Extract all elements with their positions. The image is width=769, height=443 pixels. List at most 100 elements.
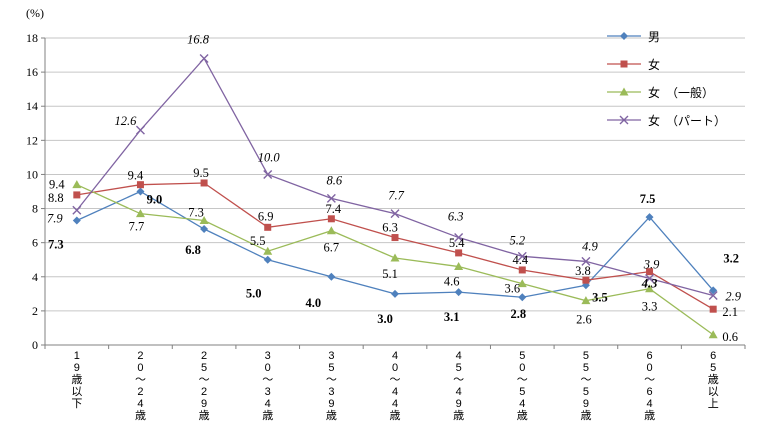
data-label: 9.5 (193, 166, 209, 180)
y-tick-label: 0 (32, 338, 38, 352)
legend-item-0: 男 (606, 22, 726, 50)
data-label: 3.6 (504, 282, 520, 296)
marker-square (646, 268, 654, 276)
legend-label: 男 (648, 29, 661, 44)
chart-legend: 男女女 （一般） 女 （パート） (606, 22, 726, 134)
x-category-label: 3 0 ～ 3 4 歳 (262, 350, 274, 422)
data-label: 8.8 (48, 191, 64, 205)
data-label: 3.3 (642, 300, 658, 314)
marker-diamond (454, 288, 463, 297)
marker-triangle (581, 296, 591, 305)
marker-triangle (326, 226, 336, 235)
data-label: 4.6 (444, 275, 460, 289)
marker-square (200, 179, 208, 187)
data-label: 12.6 (115, 114, 138, 128)
data-label: 9.0 (147, 193, 163, 207)
data-label: 2.6 (576, 313, 592, 327)
data-label: 7.3 (48, 237, 64, 251)
data-label: 7.9 (47, 211, 63, 225)
marker-square (73, 191, 81, 199)
data-label: 3.0 (377, 312, 393, 326)
data-label: 6.8 (185, 243, 201, 257)
x-category-label: 5 0 ～ 5 4 歳 (516, 350, 528, 422)
legend-marker-triangle (607, 87, 641, 96)
marker-diamond (200, 225, 209, 234)
marker-square (264, 223, 272, 231)
data-label: 3.9 (643, 257, 660, 271)
marker-x (263, 169, 273, 179)
legend-item-1: 女 (606, 50, 726, 78)
data-label: 4.3 (641, 277, 658, 291)
data-label: 5.2 (509, 233, 525, 247)
marker-x (454, 233, 464, 243)
marker-triangle (263, 246, 273, 255)
marker-x (199, 53, 209, 63)
y-tick-label: 10 (26, 167, 38, 181)
data-label: 6.3 (448, 210, 464, 224)
y-tick-label: 6 (32, 236, 38, 250)
x-category-label: 3 5 ～ 3 9 歳 (325, 350, 337, 422)
marker-diamond (391, 289, 399, 298)
legend-label: 女 （一般） (648, 85, 715, 100)
marker-x (326, 193, 336, 203)
x-category-label: 4 0 ～ 4 4 歳 (389, 350, 401, 422)
x-category-label: 6 0 ～ 6 4 歳 (644, 350, 656, 422)
data-label: 5.0 (246, 287, 262, 301)
data-label: 3.1 (444, 310, 460, 324)
data-label: 4.4 (512, 253, 528, 267)
marker-triangle (72, 180, 82, 189)
marker-square (518, 266, 526, 274)
series-line-0 (76, 190, 714, 298)
x-category-label: 5 5 ～ 5 9 歳 (580, 350, 592, 422)
marker-square (709, 305, 717, 313)
x-category-label: 2 5 ～ 2 9 歳 (198, 350, 210, 422)
data-label: 7.5 (640, 192, 656, 206)
y-tick-label: 18 (26, 31, 38, 45)
marker-square (455, 249, 463, 257)
data-label: 2.9 (725, 290, 741, 304)
y-tick-label: 12 (26, 133, 38, 147)
y-axis-unit-label: (%) (26, 6, 44, 20)
x-category-label: 2 0 ～ 2 4 歳 (134, 350, 146, 422)
y-tick-label: 2 (32, 304, 38, 318)
data-label: 8.6 (327, 173, 343, 187)
legend-label: 女 (648, 57, 661, 72)
marker-diamond (327, 272, 336, 281)
marker-triangle (645, 284, 655, 293)
marker-square (136, 181, 144, 189)
data-label: 5.5 (250, 234, 266, 248)
marker-square (391, 234, 399, 242)
marker-x (135, 125, 145, 135)
marker-x (72, 205, 82, 215)
marker-diamond (518, 293, 527, 302)
y-tick-label: 14 (26, 99, 38, 113)
data-label: 0.6 (722, 330, 738, 344)
marker-x (708, 291, 718, 301)
y-tick-label: 8 (32, 202, 38, 216)
marker-x (390, 209, 400, 219)
data-label: 3.2 (723, 251, 739, 265)
marker-triangle (454, 262, 464, 271)
data-label: 7.7 (129, 220, 145, 234)
marker-diamond (136, 187, 145, 196)
marker-diamond (645, 213, 654, 222)
data-label: 9.4 (128, 169, 144, 183)
marker-diamond (709, 286, 718, 295)
data-label: 6.3 (382, 221, 398, 235)
legend-item-2: 女 （一般） (606, 78, 726, 106)
data-label: 4.0 (306, 296, 322, 310)
data-label: 6.7 (324, 241, 340, 255)
data-label: 2.1 (722, 305, 738, 319)
data-label: 6.9 (258, 209, 274, 223)
data-label: 4.9 (582, 239, 598, 253)
marker-triangle (199, 215, 209, 224)
data-label: 3.5 (592, 290, 608, 304)
marker-x (645, 273, 655, 283)
legend-marker-x (607, 115, 641, 125)
data-label: 7.7 (388, 189, 404, 203)
data-label: 7.3 (188, 205, 204, 219)
marker-triangle (517, 279, 527, 288)
